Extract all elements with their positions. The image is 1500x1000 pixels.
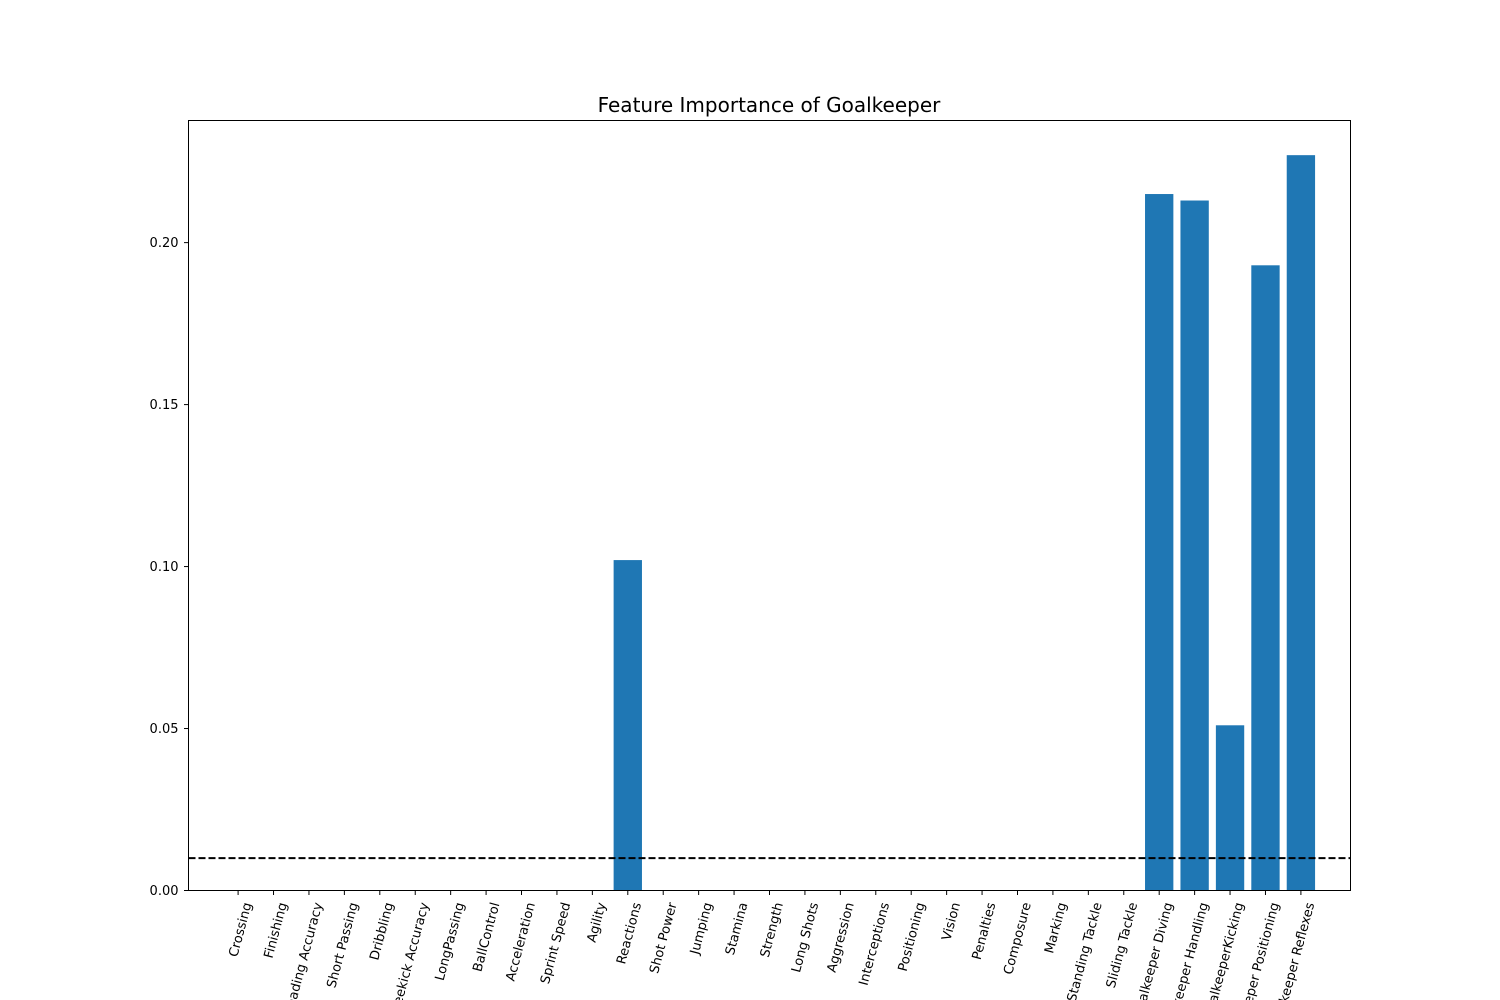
bar xyxy=(1180,200,1209,891)
x-tick-label: Short Passing xyxy=(325,901,362,990)
y-tick-label: 0.20 xyxy=(150,236,179,251)
x-tick-label: LongPassing xyxy=(433,901,468,982)
x-tick-label: Standing Tackle xyxy=(1065,901,1106,1000)
bar xyxy=(1145,194,1174,891)
x-tick-label: Finishing xyxy=(262,901,291,960)
y-tick-label: 0.15 xyxy=(150,398,179,413)
bar xyxy=(1286,155,1316,891)
x-tick-label: Freekick Accuracy xyxy=(388,901,433,1000)
y-tick-label: 0.10 xyxy=(150,560,179,575)
x-tick-label: Aggression xyxy=(825,901,858,974)
x-tick-label: Shot Power xyxy=(647,900,681,975)
x-tick-label: Composure xyxy=(1001,901,1035,976)
y-tick-label: 0.00 xyxy=(150,884,179,899)
y-axis: 0.00 0.05 0.10 0.15 0.20 xyxy=(150,236,189,899)
x-tick-label: Dribbling xyxy=(367,901,397,962)
bars-group xyxy=(613,155,1316,891)
x-tick-label: Heading Accuracy xyxy=(281,901,326,1000)
bar xyxy=(1251,265,1280,891)
x-tick-label: Interceptions xyxy=(857,901,894,987)
x-tick-label: Penalties xyxy=(970,901,1000,962)
x-tick-label: Marking xyxy=(1042,901,1070,955)
x-tick-label: Crossing xyxy=(227,901,256,959)
x-tick-label: Jumping xyxy=(688,901,716,957)
x-tick-label: Long Shots xyxy=(789,901,822,975)
x-tick-label: Vision xyxy=(939,901,964,942)
x-tick-label: Sprint Speed xyxy=(538,901,574,986)
y-tick-label: 0.05 xyxy=(150,722,179,737)
x-tick-label: Acceleration xyxy=(503,901,538,983)
bar xyxy=(1215,725,1245,891)
bar xyxy=(613,560,642,891)
x-tick-label: BallControl xyxy=(471,901,504,974)
x-tick-label: Stamina xyxy=(723,901,751,957)
x-tick-label: Reactions xyxy=(614,901,645,966)
chart-title: Feature Importance of Goalkeeper xyxy=(598,93,942,117)
x-tick-label: Strength xyxy=(758,901,787,959)
plot-frame xyxy=(188,120,1351,891)
x-tick-label: Positioning xyxy=(896,901,929,973)
x-tick-label: Sliding Tackle xyxy=(1104,901,1141,990)
x-tick-label: Agility xyxy=(585,901,610,945)
